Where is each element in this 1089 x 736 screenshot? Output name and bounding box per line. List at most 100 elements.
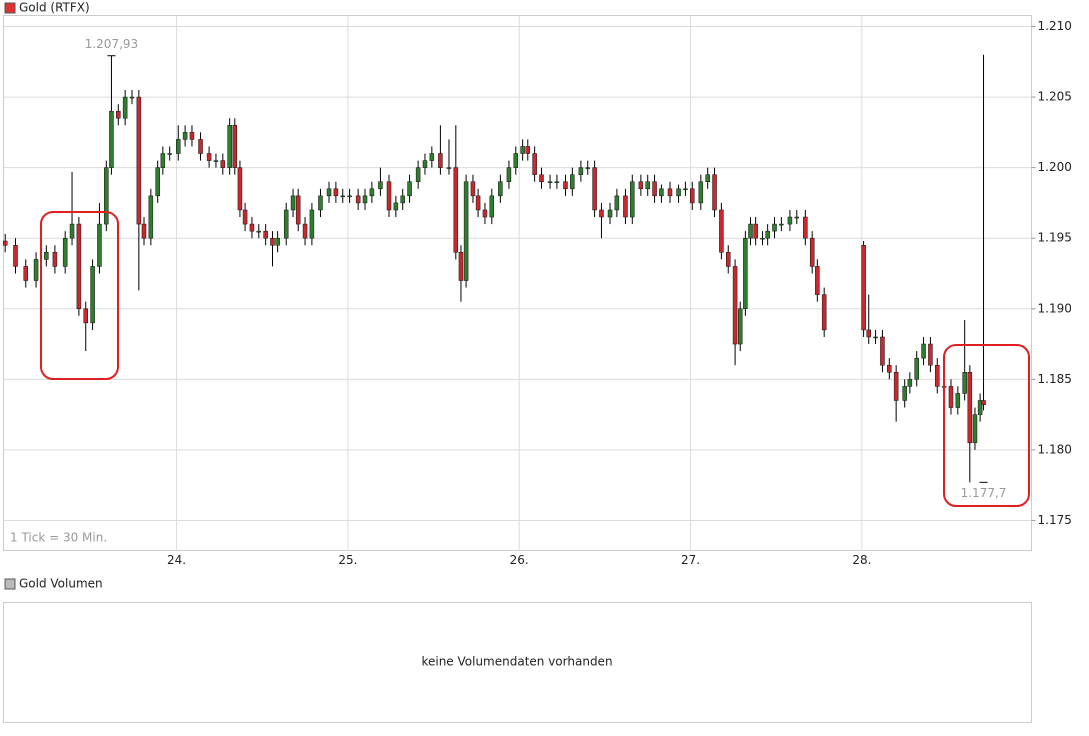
candle-body — [578, 167, 584, 175]
candle-body — [52, 252, 58, 267]
candle-body — [475, 195, 481, 211]
candle-body — [779, 223, 784, 226]
candle-body — [725, 252, 731, 267]
volume-legend-swatch — [4, 578, 16, 590]
candle-body — [599, 209, 604, 218]
x-tick-label: 26. — [510, 553, 529, 567]
candle-body — [362, 195, 368, 204]
candle-body — [815, 266, 820, 295]
candle-body — [955, 393, 961, 408]
extreme-label: 1.207,93 — [85, 37, 138, 51]
candle-body — [547, 181, 553, 183]
candle-body — [498, 181, 503, 197]
candle-body — [90, 266, 95, 324]
candle-body — [554, 181, 560, 183]
candle-body — [263, 230, 268, 239]
y-tick-label: 1.185 — [1038, 372, 1072, 386]
y-tick-label: 1.205 — [1038, 90, 1072, 104]
candle-body — [902, 386, 907, 401]
candle-body — [607, 209, 613, 218]
candle-body — [719, 209, 724, 253]
candle-body — [148, 195, 154, 239]
candle-body — [907, 379, 913, 387]
y-tick-label: 1.200 — [1038, 160, 1072, 174]
candle-body — [309, 209, 315, 239]
candle-body — [438, 153, 443, 168]
candle-body — [33, 259, 39, 281]
candle-body — [772, 223, 777, 232]
candle-body — [347, 195, 352, 198]
candle-body — [638, 181, 644, 190]
candle-body — [570, 174, 575, 190]
candle-body — [167, 153, 172, 155]
candle-body — [614, 195, 620, 211]
candle-body — [967, 372, 973, 444]
candle-body — [453, 167, 459, 253]
tick-note: 1 Tick = 30 Min. — [10, 531, 107, 545]
candle-body — [705, 174, 710, 182]
candle-body — [532, 153, 537, 175]
candle-body — [446, 167, 452, 169]
candle-body — [921, 343, 926, 359]
candle-body — [821, 294, 827, 331]
extreme-label: 1.177,7 — [961, 486, 1007, 500]
y-tick-label: 1.190 — [1038, 301, 1072, 315]
candle-body — [887, 364, 892, 373]
volume-frame — [3, 602, 1032, 723]
candle-body — [765, 230, 770, 239]
highlight-box — [943, 344, 1030, 507]
candle-body — [652, 181, 657, 197]
candle-body — [645, 181, 650, 190]
candle-body — [794, 216, 800, 219]
candle-body — [914, 357, 919, 380]
candle-body — [972, 414, 978, 444]
x-tick-label: 24. — [167, 553, 186, 567]
candle-body — [513, 153, 519, 168]
candle-body — [592, 167, 597, 211]
candle-body — [880, 336, 885, 366]
candle-body — [667, 188, 673, 197]
candle-body — [283, 209, 289, 239]
candle-body — [393, 202, 399, 211]
candle-body — [109, 110, 114, 168]
plot-frame — [3, 15, 1032, 551]
candle-body — [355, 195, 361, 204]
candle-body — [378, 181, 383, 190]
candle-body — [206, 153, 212, 161]
x-tick-label: 27. — [681, 553, 700, 567]
candle-body — [122, 96, 128, 119]
candle-body — [525, 146, 531, 154]
candle-body — [803, 216, 808, 239]
candle-body — [129, 96, 135, 99]
candle-body — [489, 195, 495, 218]
candle-body — [141, 223, 147, 239]
candle-body — [422, 160, 428, 168]
candle-body — [787, 216, 793, 225]
candle-body — [407, 181, 412, 197]
candle-body — [748, 223, 753, 239]
candle-body — [249, 223, 255, 232]
y-tick-label: 1.175 — [1038, 513, 1072, 527]
candle-body — [189, 132, 195, 140]
candle-body — [809, 237, 815, 267]
candle-body — [732, 266, 738, 345]
candle-body — [69, 223, 75, 239]
candle-body — [386, 181, 392, 211]
candle-body — [977, 400, 983, 415]
candle-body — [415, 167, 421, 182]
candle-body — [97, 223, 102, 267]
candle-body — [176, 139, 181, 154]
candle-body — [743, 237, 748, 310]
legend-swatch — [4, 2, 16, 14]
candle-body — [136, 96, 142, 225]
candle-body — [76, 223, 82, 310]
candle-body — [659, 188, 664, 197]
y-tick-label: 1.210 — [1038, 19, 1072, 33]
candle-body — [13, 244, 18, 267]
volume-title: Gold Volumen — [19, 577, 103, 591]
candle-body — [182, 132, 188, 140]
candle-body — [326, 188, 332, 197]
candle-body — [275, 237, 280, 246]
candle-body — [676, 188, 681, 197]
